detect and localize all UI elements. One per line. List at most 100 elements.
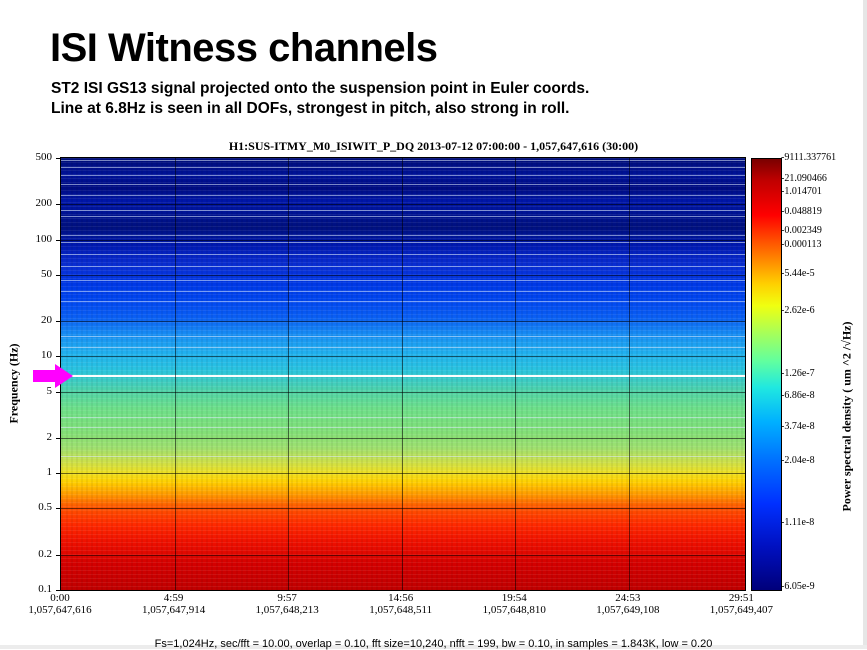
spectral-line	[61, 209, 745, 211]
y-tick-label: 0.5	[38, 501, 52, 514]
window-edge-right	[863, 0, 867, 649]
y-tick-mark	[56, 508, 60, 510]
y-tick-label: 5	[46, 384, 53, 397]
spectral-line	[61, 160, 745, 162]
y-axis-label: Frequency (Hz)	[6, 343, 21, 424]
grid-line-vertical	[515, 158, 517, 590]
colorbar	[751, 158, 782, 591]
grid-line-vertical	[288, 158, 290, 590]
y-tick-label: 10	[41, 349, 52, 362]
x-tick-time: 4:59	[163, 592, 184, 604]
grid-line-vertical	[174, 158, 176, 590]
colorbar-tick-label: -1.014701	[781, 185, 822, 197]
colorbar-tick-label: -2.62e-6	[781, 305, 815, 316]
colorbar-tick-label: -0.002349	[781, 225, 822, 237]
spectrogram-plot-area	[60, 157, 746, 591]
magenta-arrow-icon	[33, 364, 73, 388]
x-tick-time: 24:53	[615, 592, 641, 604]
x-tick-time: 29:51	[728, 592, 754, 604]
spectral-line	[61, 254, 745, 256]
x-tick-time: 14:56	[388, 592, 414, 604]
x-tick-label: 14:56 1,057,648,511	[346, 592, 456, 616]
colorbar-tick-label: -0.048819	[781, 205, 822, 217]
spectral-line	[61, 215, 745, 217]
colorbar-tick-label: -1.11e-8	[781, 517, 815, 529]
slide-subtitle-line1: ST2 ISI GS13 signal projected onto the s…	[51, 80, 590, 97]
grid-line-horizontal	[61, 438, 745, 440]
plot-parameters-footer: Fs=1,024Hz, sec/fft = 10.00, overlap = 0…	[154, 638, 713, 650]
x-tick-gps: 1,057,648,810	[482, 604, 546, 616]
x-tick-label: 29:51 1,057,649,407	[686, 592, 796, 616]
spectral-line	[61, 291, 745, 293]
x-tick-gps: 1,057,647,616	[28, 604, 92, 616]
slide-subtitle-line2: Line at 6.8Hz is seen in all DOFs, stron…	[51, 100, 570, 117]
x-tick-label: 24:53 1,057,649,108	[573, 592, 683, 616]
spectral-line	[61, 335, 745, 337]
y-tick-label: 0.2	[38, 547, 52, 560]
y-tick-mark	[56, 554, 60, 556]
spectral-line	[61, 195, 745, 197]
x-tick-gps: 1,057,649,108	[596, 604, 660, 616]
y-tick-label: 20	[41, 314, 52, 327]
y-tick-mark	[56, 391, 60, 393]
grid-line-vertical	[401, 158, 403, 590]
x-tick-gps: 1,057,647,914	[141, 604, 206, 616]
spectral-line	[61, 300, 745, 302]
spectral-line	[61, 347, 745, 349]
x-tick-time: 0:00	[50, 592, 70, 604]
spectral-line	[61, 417, 745, 419]
y-tick-mark	[56, 321, 60, 323]
colorbar-tick-label: -9111.337761	[781, 152, 837, 163]
colorbar-tick-label: -3.74e-8	[781, 420, 815, 432]
spectral-line	[61, 280, 745, 282]
arrow-shape	[33, 364, 73, 388]
y-tick-mark	[56, 274, 60, 276]
y-tick-label: 100	[35, 232, 53, 245]
colorbar-tick-label: -5.44e-5	[781, 268, 815, 280]
colorbar-tick-label: -6.86e-8	[781, 390, 815, 402]
grid-line-horizontal	[61, 321, 745, 323]
y-tick-mark	[56, 158, 60, 159]
spectral-line	[61, 426, 745, 428]
colorbar-tick-label: -21.090466	[781, 172, 827, 184]
y-tick-mark	[56, 204, 60, 206]
x-tick-time: 19:54	[501, 592, 527, 604]
y-tick-mark	[56, 590, 60, 591]
slide-title: ISI Witness channels	[50, 26, 438, 70]
spectral-line	[61, 265, 745, 267]
y-tick-mark	[56, 473, 60, 475]
spectral-line	[61, 183, 745, 185]
grid-line-horizontal	[61, 239, 745, 241]
grid-line-horizontal	[61, 356, 745, 358]
grid-line-horizontal	[61, 473, 745, 475]
x-tick-label: 0:00 1,057,647,616	[5, 592, 115, 616]
grid-line-horizontal	[61, 508, 745, 510]
y-tick-mark	[56, 356, 60, 358]
y-tick-label: 2	[46, 431, 53, 444]
spectral-line	[61, 456, 745, 458]
grid-line-horizontal	[61, 391, 745, 393]
grid-line-vertical	[628, 158, 630, 590]
spectral-line	[61, 166, 745, 168]
y-tick-label: 1	[46, 466, 53, 479]
x-tick-label: 4:59 1,057,647,914	[119, 592, 229, 616]
x-tick-gps: 1,057,648,213	[255, 604, 319, 616]
spectral-line	[61, 234, 745, 236]
grid-line-horizontal	[61, 274, 745, 276]
y-tick-mark	[56, 438, 60, 440]
y-tick-mark	[56, 239, 60, 241]
plot-title: H1:SUS-ITMY_M0_ISIWIT_P_DQ 2013-07-12 07…	[228, 139, 639, 153]
x-tick-gps: 1,057,648,511	[369, 604, 433, 616]
window-edge-bottom	[0, 645, 867, 649]
colorbar-tick-label: -0.000113	[781, 239, 822, 251]
x-tick-gps: 1,057,649,407	[709, 604, 774, 616]
colorbar-tick-label: -1.26e-7	[781, 367, 815, 379]
y-tick-label: 0.1	[38, 583, 52, 595]
x-tick-label: 19:54 1,057,648,810	[459, 592, 569, 616]
spectral-line	[61, 242, 745, 244]
colorbar-tick-label: -6.05e-9	[781, 580, 815, 592]
colorbar-label: Power spectral density ( um ^2 /√Hz)	[839, 321, 854, 512]
grid-line-horizontal	[61, 204, 745, 206]
y-tick-label: 200	[35, 197, 53, 210]
x-tick-time: 9:57	[277, 592, 297, 604]
